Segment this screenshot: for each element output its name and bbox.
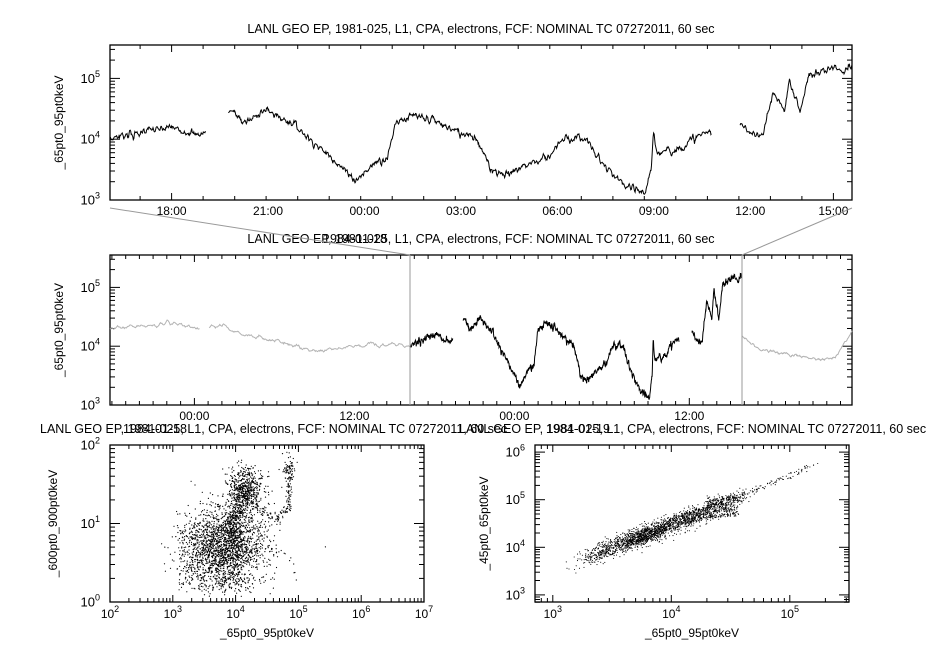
svg-text:12:00: 12:00: [674, 409, 704, 423]
svg-text:00:00: 00:00: [179, 409, 209, 423]
svg-text:1984-01-19: 1984-01-19: [546, 422, 610, 436]
svg-text:21:00: 21:00: [253, 204, 283, 218]
svg-text:1984-01-18: 1984-01-18: [323, 232, 387, 246]
svg-text:_600pt0_900pt0keV: _600pt0_900pt0keV: [46, 470, 60, 578]
svg-text:_65pt0_95pt0keV: _65pt0_95pt0keV: [219, 626, 314, 640]
svg-text:12:00: 12:00: [339, 409, 369, 423]
svg-text:03:00: 03:00: [446, 204, 476, 218]
svg-text:LANL GEO EP, 1981-025, L1, CPA: LANL GEO EP, 1981-025, L1, CPA, electron…: [40, 422, 507, 436]
svg-text:12:00: 12:00: [735, 204, 765, 218]
svg-text:LANL GEO EP, 1981-025, L1, CPA: LANL GEO EP, 1981-025, L1, CPA, electron…: [247, 232, 714, 246]
svg-text:_45pt0_65pt0keV: _45pt0_65pt0keV: [477, 476, 491, 571]
svg-text:_65pt0_95pt0keV: _65pt0_95pt0keV: [52, 283, 66, 378]
svg-text:1984-01-18: 1984-01-18: [123, 422, 187, 436]
svg-text:00:00: 00:00: [499, 409, 529, 423]
svg-text:LANL GEO EP, 1981-025, L1, CPA: LANL GEO EP, 1981-025, L1, CPA, electron…: [247, 22, 714, 36]
svg-text:09:00: 09:00: [639, 204, 669, 218]
svg-text:00:00: 00:00: [349, 204, 379, 218]
svg-text:06:00: 06:00: [542, 204, 572, 218]
svg-text:_65pt0_95pt0keV: _65pt0_95pt0keV: [52, 75, 66, 170]
svg-text:_65pt0_95pt0keV: _65pt0_95pt0keV: [644, 626, 739, 640]
svg-text:LANL GEO EP, 1981-025, L1, CPA: LANL GEO EP, 1981-025, L1, CPA, electron…: [459, 422, 926, 436]
